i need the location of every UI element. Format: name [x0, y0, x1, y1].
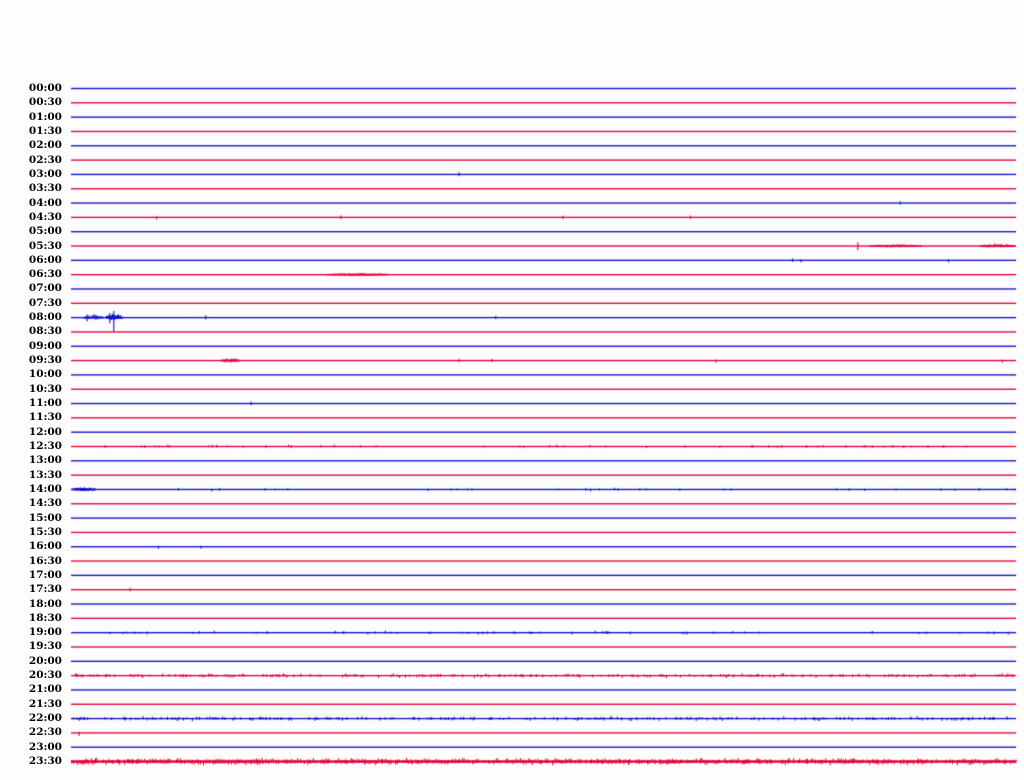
time-label: 08:00: [28, 311, 62, 324]
time-label: 01:00: [28, 110, 62, 123]
time-label: 10:30: [28, 382, 62, 395]
time-label: 21:00: [28, 683, 62, 696]
time-label: 06:30: [28, 268, 62, 281]
time-label: 22:00: [28, 712, 62, 725]
time-label: 05:00: [28, 225, 62, 238]
time-label: 06:00: [28, 253, 62, 266]
time-label: 12:30: [28, 440, 62, 452]
time-label: 20:30: [28, 669, 62, 682]
time-label: 21:30: [28, 697, 62, 710]
time-label: 05:30: [28, 239, 62, 252]
time-label: 17:30: [28, 583, 62, 596]
time-label: 23:00: [28, 740, 62, 753]
time-label: 09:30: [28, 354, 62, 367]
time-label: 04:00: [28, 196, 62, 209]
time-label: 01:30: [28, 124, 62, 137]
time-label: 16:30: [28, 554, 62, 567]
time-label: 08:30: [28, 325, 62, 338]
time-label: 07:00: [28, 282, 62, 295]
time-label: 13:30: [28, 468, 62, 481]
time-label: 18:00: [28, 597, 62, 610]
time-label: 13:00: [28, 454, 62, 467]
time-label: 02:30: [28, 153, 62, 166]
time-label: 12:00: [28, 425, 62, 438]
time-label: 15:00: [28, 511, 62, 524]
time-label: 09:00: [28, 339, 62, 352]
time-label: 03:00: [28, 167, 62, 180]
time-label: 00:30: [28, 96, 62, 109]
time-label: 22:30: [28, 726, 62, 739]
time-label: 00:00: [28, 82, 62, 94]
time-label: 04:30: [28, 210, 62, 223]
time-label: 02:00: [28, 139, 62, 152]
time-label: 19:00: [28, 626, 62, 639]
time-label: 15:30: [28, 525, 62, 538]
time-label: 10:00: [28, 368, 62, 381]
time-label: 11:30: [28, 411, 62, 424]
time-label: 07:30: [28, 296, 62, 309]
time-label: 11:00: [28, 397, 62, 410]
time-label: 17:00: [28, 568, 62, 581]
time-label: 19:30: [28, 640, 62, 653]
time-label: 14:00: [28, 482, 62, 495]
time-label: 23:30: [28, 755, 62, 768]
time-label: 14:30: [28, 497, 62, 510]
time-label: 20:00: [28, 654, 62, 667]
time-label: 18:30: [28, 611, 62, 624]
time-label: 16:00: [28, 540, 62, 553]
time-label: 03:30: [28, 182, 62, 195]
